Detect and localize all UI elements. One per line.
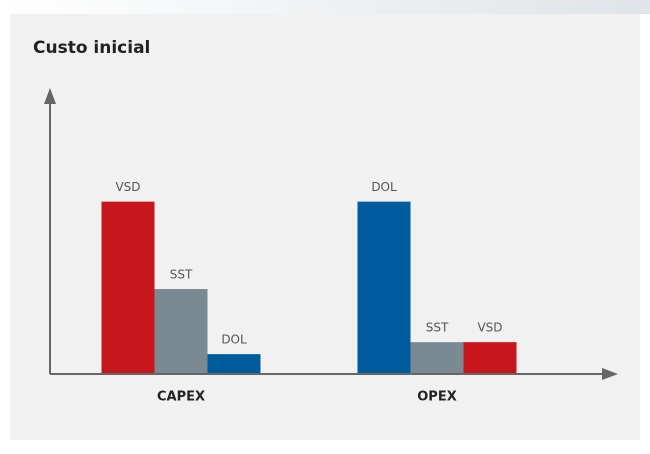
x-axis-arrow [602, 368, 618, 380]
category-label: OPEX [417, 390, 456, 405]
category-label: CAPEX [157, 390, 205, 405]
bar [154, 289, 208, 373]
bar [357, 201, 411, 373]
bar-label: SST [426, 321, 449, 335]
bar [207, 354, 261, 373]
bar-label: VSD [477, 321, 502, 335]
bar-label: DOL [221, 333, 247, 347]
chart-title: Custo inicial [33, 38, 150, 58]
bar-label: DOL [371, 180, 397, 194]
bar-label: VSD [115, 180, 140, 194]
bar [101, 201, 155, 373]
bar [463, 342, 517, 373]
bar [410, 342, 464, 373]
bar-label: SST [170, 268, 193, 282]
y-axis-arrow [44, 88, 56, 104]
top-strip [0, 0, 650, 14]
